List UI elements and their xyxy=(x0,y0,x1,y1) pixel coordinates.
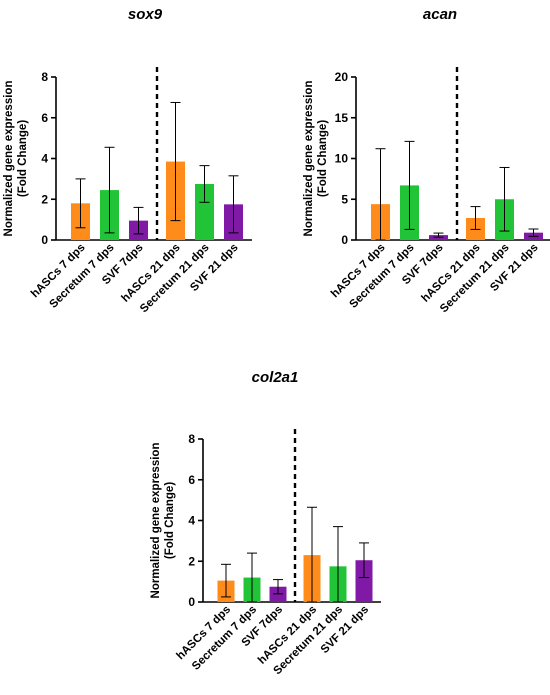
y-axis-label-line: (Fold Change) xyxy=(164,482,176,559)
y-axis-label-line: Normalized gene expression xyxy=(150,443,162,599)
y-tick-label: 15 xyxy=(335,111,349,125)
y-tick-label: 2 xyxy=(188,554,195,568)
y-tick-label: 8 xyxy=(188,432,195,446)
y-tick-label: 4 xyxy=(188,514,195,528)
bar-svf-21-dps xyxy=(355,560,373,602)
chart-acan: acan Normalized gene expression (Fold Chan… xyxy=(303,6,550,315)
y-axis-label: Normalized gene expression (Fold Change) xyxy=(150,443,176,599)
bar-svf-7dps xyxy=(269,586,287,602)
y-tick-label: 8 xyxy=(41,70,48,84)
y-tick-label: 0 xyxy=(188,595,195,609)
y-tick-label: 6 xyxy=(188,473,195,487)
y-axis-label-line: Normalized gene expression xyxy=(303,81,315,237)
y-tick-label: 4 xyxy=(41,152,48,166)
y-tick-label: 10 xyxy=(335,152,349,166)
y-tick-label: 2 xyxy=(41,192,48,206)
y-axis-label-line: (Fold Change) xyxy=(317,120,329,197)
y-axis-label: Normalized gene expression (Fold Change) xyxy=(303,81,329,237)
y-tick-label: 20 xyxy=(335,70,349,84)
y-axis-label-line: (Fold Change) xyxy=(17,120,29,197)
y-axis-label: Normalized gene expression (Fold Change) xyxy=(3,81,29,237)
y-tick-label: 0 xyxy=(341,233,348,247)
chart-col2a1: col2a1 Normalized gene expression (Fold Ch… xyxy=(150,369,381,677)
chart-title: col2a1 xyxy=(252,369,299,386)
y-tick-label: 5 xyxy=(341,192,348,206)
y-tick-label: 0 xyxy=(41,233,48,247)
y-axis-label-line: Normalized gene expression xyxy=(3,81,15,237)
bar-secretum-21-dps xyxy=(195,183,214,240)
chart-sox9: sox9 Normalized gene expression (Fold Chan… xyxy=(3,6,252,315)
y-tick-label: 6 xyxy=(41,111,48,125)
chart-title: acan xyxy=(423,6,457,23)
chart-title: sox9 xyxy=(128,6,163,23)
